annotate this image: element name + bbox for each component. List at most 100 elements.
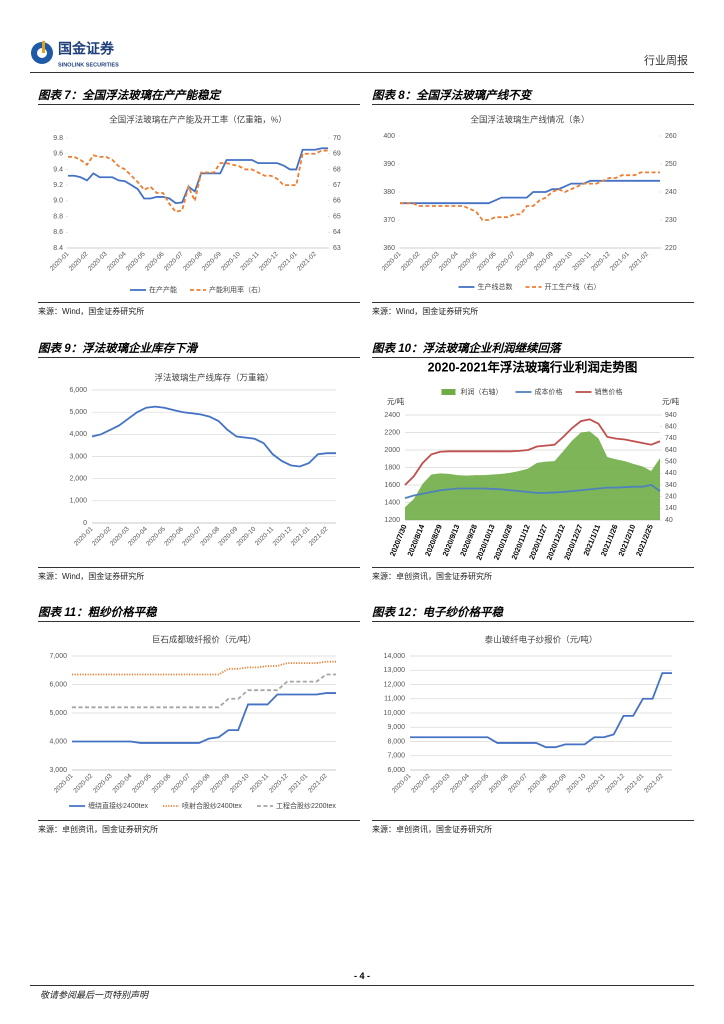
y-tick-label: 4,000: [69, 431, 87, 438]
x-tick-label: 2020-09: [546, 772, 568, 794]
x-tick-label: 2020-12: [590, 250, 612, 272]
y2-tick-label: 140: [665, 505, 677, 512]
x-tick-label: 2020-01: [391, 772, 413, 794]
y2-tick-label: 250: [665, 161, 677, 168]
y-tick-label: 9.8: [53, 135, 63, 142]
x-tick-label: 2020-08: [527, 772, 549, 794]
x-tick-label: 2020-09: [209, 772, 231, 794]
y2-tick-label: 740: [665, 435, 677, 442]
y-tick-label: 2000: [384, 447, 400, 454]
y-tick-label: 2400: [384, 412, 400, 419]
x-tick-label: 2020-07: [507, 772, 529, 794]
chart-title: 全国浮法玻璃生产线情况（条）: [470, 114, 589, 124]
y-tick-label: 12,000: [384, 681, 406, 688]
chart: 巨石成都玻纤报价（元/吨） 3,000 4,000 5,000 6,000 7,000 20…: [49, 634, 336, 810]
chart-title: 泰山玻纤电子纱报价（元/吨）: [485, 634, 598, 644]
y-tick-label: 5,000: [49, 710, 67, 717]
x-tick-label: 2021-01: [609, 250, 631, 272]
y-tick-label: 380: [383, 189, 395, 196]
x-tick-label: 2021-02: [628, 250, 650, 272]
header-rule: [30, 72, 694, 73]
y2-tick-label: 230: [665, 217, 677, 224]
y2-tick-label: 340: [665, 482, 677, 489]
x-tick-label: 2020-01: [53, 772, 75, 794]
x-tick-label: 2020-11: [585, 772, 607, 794]
y2-tick-label: 40: [665, 517, 673, 524]
x-tick-label: 2020-08: [182, 250, 204, 272]
x-tick-label: 2020-03: [430, 772, 452, 794]
line: [91, 405, 336, 468]
legend-label: 产能利用率（右）: [209, 285, 265, 294]
x-tick-label: 2020-07: [163, 250, 185, 272]
x-tick-label: 2020-10: [565, 772, 587, 794]
x-tick-label: 2020-11: [239, 250, 261, 272]
x-tick-label: 2020-08: [514, 250, 536, 272]
y-tick-label: 2,000: [69, 476, 87, 483]
x-tick-label: 2020-09: [533, 250, 555, 272]
figure-caption: 图表 7：全国浮法玻璃在产产能稳定: [38, 88, 360, 105]
legend-label: 生产线总数: [478, 282, 513, 291]
line: [72, 660, 336, 676]
y-tick-label: 8.6: [53, 229, 63, 236]
logo: 国金证券 SINOLINK SECURITIES: [31, 41, 119, 68]
y-tick-label: 9.2: [53, 182, 63, 189]
page-number: - 4 -: [353, 971, 370, 981]
x-tick-label: 2020-01: [49, 250, 71, 272]
line: [400, 171, 660, 221]
x-tick-label: 2020-06: [151, 772, 173, 794]
y-tick-label: 400: [383, 133, 395, 140]
legend-label: 成本价格: [535, 387, 563, 396]
x-tick-label: 2020-12: [604, 772, 626, 794]
y2-tick-label: 63: [333, 245, 341, 252]
x-tick-label: 2020-09: [201, 250, 223, 272]
x-tick-label: 2020-07: [170, 772, 192, 794]
footer-rule: [30, 985, 694, 986]
figure-caption: 图表 10：浮法玻璃企业利润继续回落: [372, 341, 694, 358]
y2-tick-label: 220: [665, 245, 677, 252]
y-axis-label: 元/吨: [387, 396, 405, 406]
y-tick-label: 8.8: [53, 213, 63, 220]
x-tick-label: 2020-10: [235, 525, 257, 547]
y2-tick-label: 70: [333, 135, 341, 142]
y-tick-label: 9.6: [53, 151, 63, 158]
x-tick-label: 2020-02: [72, 772, 94, 794]
figure-source: 来源：Wind，国金证券研究所: [372, 302, 694, 317]
figure-source: 来源：卓创资讯，国金证券研究所: [38, 820, 360, 835]
x-tick-label: 2020-04: [106, 250, 128, 272]
x-tick-label: 2020-06: [488, 772, 510, 794]
y-tick-label: 2200: [384, 429, 400, 436]
y2-tick-label: 66: [333, 198, 341, 205]
y-tick-label: 1800: [384, 464, 400, 471]
y-tick-label: 8.4: [53, 245, 63, 252]
chart: 全国浮法玻璃生产线情况（条） 360 370 380 390 400 220 230 240 25…: [381, 114, 677, 291]
y2-tick-label: 940: [665, 412, 677, 419]
x-tick-label: 2020-03: [87, 250, 109, 272]
x-tick-label: 2020-10: [220, 250, 242, 272]
y2-tick-label: 240: [665, 189, 677, 196]
logo-text: 国金证券: [58, 41, 115, 57]
y2-tick-label: 68: [333, 166, 341, 173]
line: [68, 147, 328, 205]
x-tick-label: 2020-02: [400, 250, 422, 272]
y2-axis-label: 元/吨: [662, 396, 680, 406]
y-tick-label: 370: [383, 217, 395, 224]
chart: 全国浮法玻璃在产产能及开工率（亿重箱，%） 8.4 8.6 8.8 9.0 9.2 9.4 9…: [49, 114, 341, 294]
area: [405, 431, 660, 520]
legend-label: 工程合股纱2200tex: [276, 801, 336, 810]
chart: 浮法玻璃生产线库存（万重箱） 0 1,000 2,000 3,000 4,000 5,000…: [69, 372, 336, 548]
logo-text-en: SINOLINK SECURITIES: [58, 62, 119, 68]
y-tick-label: 360: [383, 245, 395, 252]
figure-caption: 图表 12：电子纱价格平稳: [372, 605, 694, 622]
x-tick-label: 2020-05: [457, 250, 479, 272]
chart-title: 浮法玻璃生产线库存（万重箱）: [154, 372, 273, 382]
x-tick-label: 2020-07: [495, 250, 517, 272]
x-tick-label: 2020-10: [552, 250, 574, 272]
figure-caption: 图表 8：全国浮法玻璃产线不变: [372, 88, 694, 105]
x-tick-label: 2020-04: [438, 250, 460, 272]
y-tick-label: 1400: [384, 499, 400, 506]
y-tick-label: 7,000: [387, 753, 405, 760]
figure-source: 来源：Wind，国金证券研究所: [38, 567, 360, 582]
x-tick-label: 2020-10: [229, 772, 251, 794]
x-tick-label: 2021-01: [277, 250, 299, 272]
